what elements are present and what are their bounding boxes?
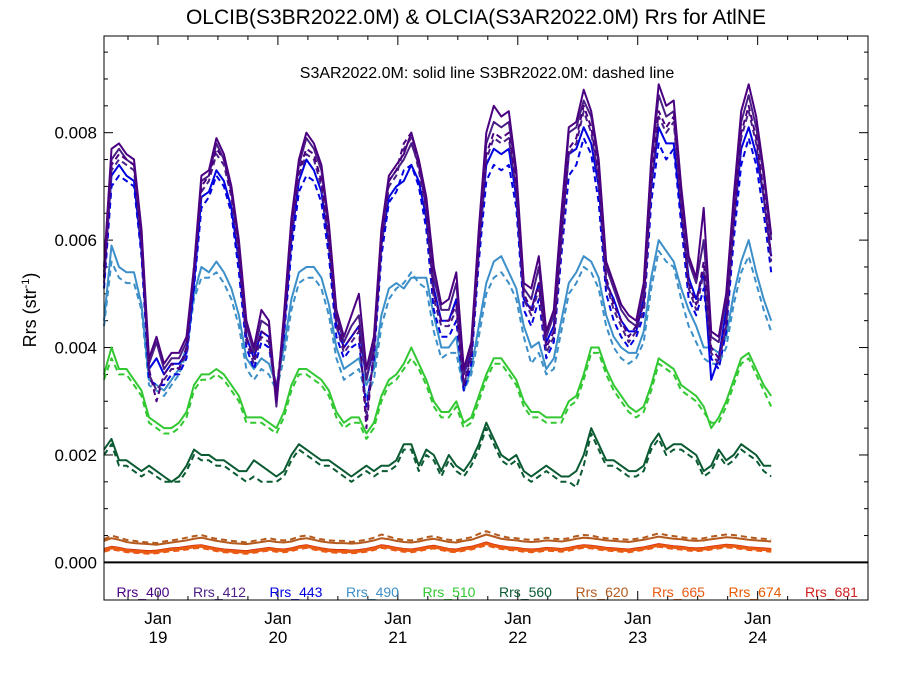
y-tick-label: 0.008 [54, 124, 97, 143]
series-line-solid-rrs-510 [103, 346, 773, 435]
x-tick-day: 22 [508, 628, 527, 647]
series-line-solid-rrs-412 [103, 94, 773, 408]
series-line-dashed-rrs-510 [103, 351, 773, 440]
series-line-solid-rrs-620 [103, 533, 772, 546]
legend-entry: Rrs_560 [499, 584, 552, 600]
x-tick-day: 21 [388, 628, 407, 647]
y-tick-label: 0.006 [54, 231, 97, 250]
x-tick-month: Jan [384, 609, 411, 628]
plot-frame [103, 35, 869, 601]
x-tick-day: 24 [748, 628, 767, 647]
series-line-dashed-rrs-560 [103, 427, 772, 489]
x-tick-day: 20 [268, 628, 287, 647]
series-line-solid-rrs-490 [103, 239, 773, 392]
y-tick-label: 0.004 [54, 339, 97, 358]
x-tick-day: 19 [149, 628, 168, 647]
legend-entry: Rrs_681 [805, 584, 858, 600]
legend: Rrs_400 Rrs_412 Rrs_443 Rrs_490 Rrs_510 Rrs_5… [117, 584, 859, 600]
chart-title: OLCIB(S3BR2022.0M) & OLCIA(S3AR2022.0M) … [186, 6, 766, 29]
legend-entry: Rrs_490 [346, 584, 399, 600]
x-tick-month: Jan [144, 609, 171, 628]
axis-ticks: 0.0000.0020.0040.0060.008Jan19Jan20Jan21… [54, 36, 868, 647]
x-tick-month: Jan [504, 609, 531, 628]
x-tick-month: Jan [624, 609, 651, 628]
legend-entry: Rrs_400 [117, 584, 170, 600]
series-line-solid-rrs-560 [103, 421, 772, 483]
series-line-dashed-rrs-400 [103, 104, 773, 430]
legend-entry: Rrs_620 [576, 584, 629, 600]
y-tick-label: 0.002 [54, 446, 97, 465]
legend-entry: Rrs_665 [652, 584, 705, 600]
series-line-solid-rrs-443 [103, 126, 773, 397]
legend-entry: Rrs_674 [729, 584, 782, 600]
legend-entry: Rrs_510 [423, 584, 476, 600]
y-axis-label-text: Rrs (str [20, 288, 40, 347]
series-line-dashed-rrs-665 [103, 544, 772, 555]
x-tick-day: 23 [628, 628, 647, 647]
series-line-solid-rrs-665 [103, 543, 772, 554]
legend-entry: Rrs_412 [193, 584, 246, 600]
x-tick-month: Jan [744, 609, 771, 628]
y-axis-label-superscript: -1 [20, 279, 32, 289]
y-axis-label: Rrs (str-1) [20, 273, 40, 348]
series-line-dashed-rrs-490 [103, 249, 773, 397]
chart-subtitle: S3AR2022.0M: solid line S3BR2022.0M: das… [300, 65, 675, 82]
y-axis-label-close: ) [20, 273, 40, 279]
y-tick-label: 0.000 [54, 553, 97, 572]
series-line-dashed-rrs-620 [103, 530, 772, 545]
legend-entry: Rrs_443 [270, 584, 323, 600]
series-line-dashed-rrs-443 [103, 137, 773, 408]
series-line-solid-rrs-400 [103, 83, 773, 403]
plot-lines [103, 83, 773, 555]
series-line-dashed-rrs-412 [103, 110, 773, 419]
x-tick-month: Jan [264, 609, 291, 628]
